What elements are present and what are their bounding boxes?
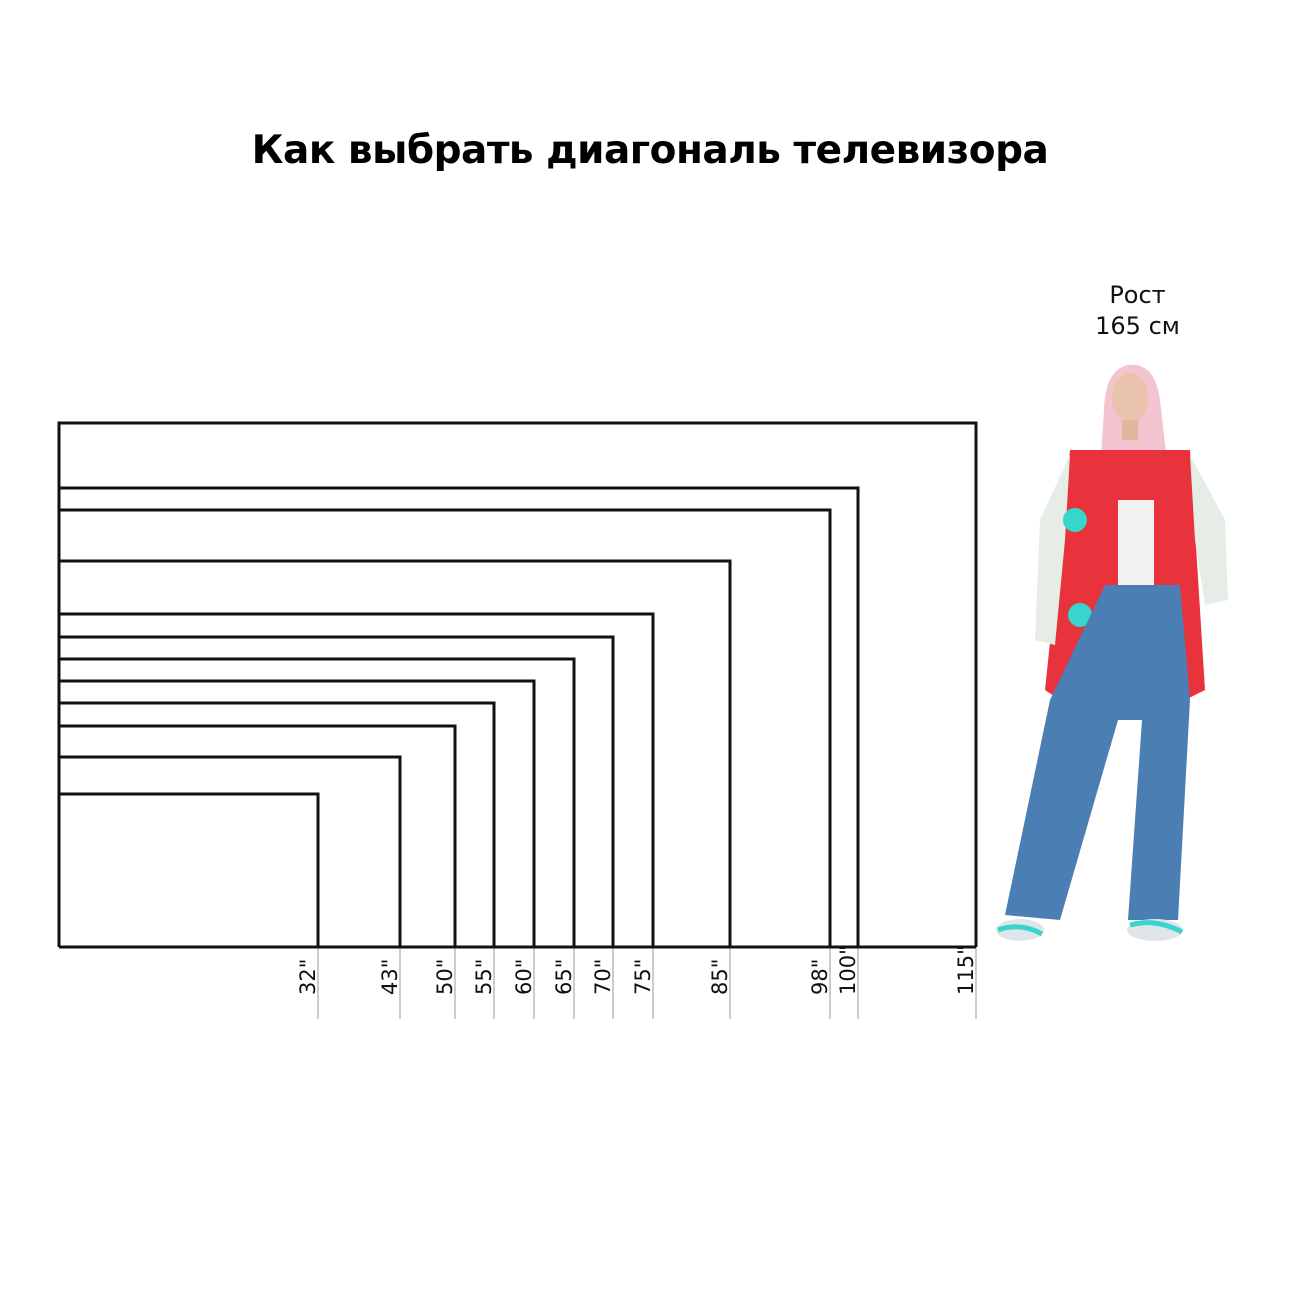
person-illustration (996, 364, 1228, 941)
diagonal-label-55: 55" (472, 959, 496, 995)
diagonal-label-60: 60" (512, 959, 536, 995)
diagonal-label-75: 75" (631, 959, 655, 995)
height-label-line1: Рост (1109, 281, 1166, 309)
diagonal-label-100: 100" (836, 945, 860, 995)
diagonal-label-43: 43" (378, 959, 402, 995)
diagonal-label-50: 50" (433, 959, 457, 995)
page-title: Как выбрать диагональ телевизора (251, 128, 1049, 173)
tv-outline-32 (57, 792, 320, 947)
diagonal-label-65: 65" (552, 959, 576, 995)
diagonal-label-85: 85" (708, 959, 732, 995)
height-label-line2: 165 см (1095, 312, 1180, 340)
diagonal-label-70: 70" (591, 959, 615, 995)
diagonal-label-98: 98" (808, 959, 832, 995)
person-height-label: Рост 165 см (1080, 280, 1195, 342)
diagonal-label-32: 32" (296, 959, 320, 995)
diagonal-label-115: 115" (954, 945, 978, 995)
